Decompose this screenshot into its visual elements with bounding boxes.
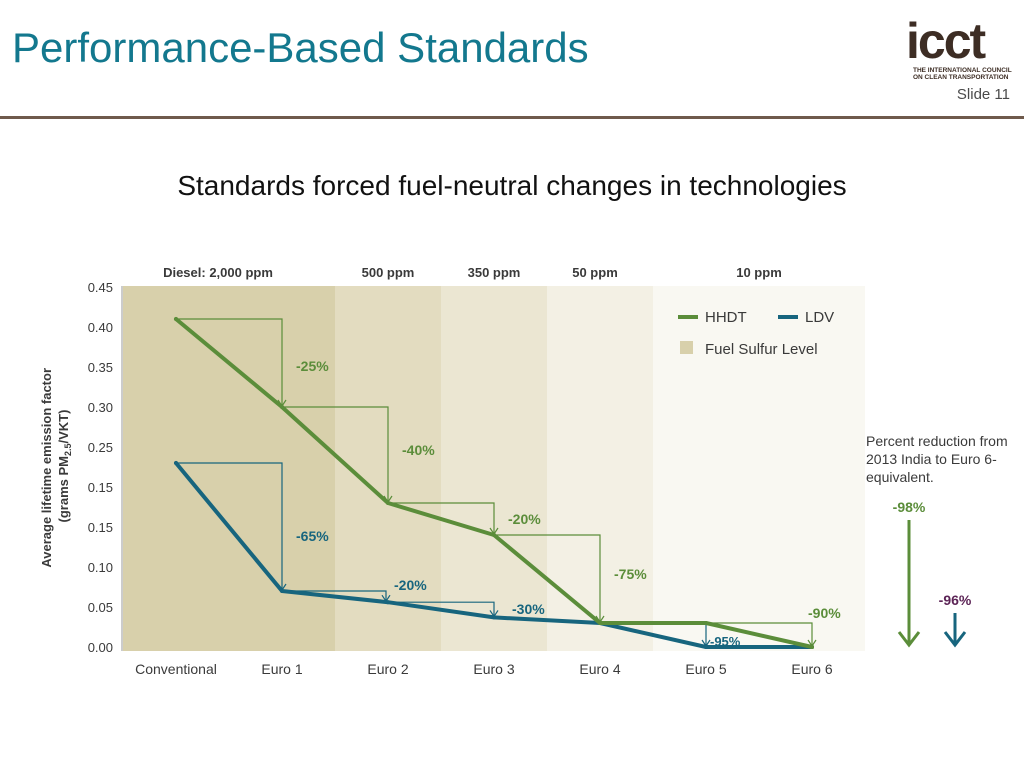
x-tick-labels: Conventional Euro 1 Euro 2 Euro 3 Euro 4 Euro… xyxy=(135,661,833,677)
reduction-note: Percent reduction from 2013 India to Eur… xyxy=(866,433,1008,485)
sulfur-bands xyxy=(123,286,865,651)
legend-ldv-label: LDV xyxy=(805,309,834,326)
x-tick-label: Euro 3 xyxy=(473,661,514,677)
ldv-bracket xyxy=(176,462,283,590)
hhdt-total-reduction-label: -98% xyxy=(893,499,926,515)
data-point-ldv xyxy=(174,461,178,465)
data-point-hhdt xyxy=(386,501,390,505)
ldv-reduction-label: -65% xyxy=(296,528,329,544)
sulfur-band-label: 500 ppm xyxy=(362,265,415,280)
y-tick-label: 0.15 xyxy=(88,480,113,495)
total-reduction-arrows: -98% -96% xyxy=(893,499,972,648)
x-tick-label: Euro 2 xyxy=(367,661,408,677)
sulfur-band-label: 10 ppm xyxy=(736,265,782,280)
sulfur-band-label: Diesel: 2,000 ppm xyxy=(163,265,273,280)
x-tick-label: Euro 1 xyxy=(261,661,302,677)
x-tick-label: Euro 5 xyxy=(685,661,726,677)
x-tick-label: Euro 6 xyxy=(791,661,832,677)
y-tick-label: 0.05 xyxy=(88,600,113,615)
ldv-total-reduction-label: -96% xyxy=(939,592,972,608)
data-point-hhdt xyxy=(704,621,708,625)
hhdt-reduction-label: -90% xyxy=(808,605,841,621)
sulfur-band xyxy=(123,286,335,651)
logo-tagline-line-1: THE INTERNATIONAL COUNCIL xyxy=(913,67,1012,74)
hhdt-bracket xyxy=(282,406,389,502)
series-lines xyxy=(174,317,814,649)
ldv-total-arrow-head xyxy=(943,631,967,648)
hhdt-bracket xyxy=(494,534,601,622)
ldv-reduction-label: -20% xyxy=(394,577,427,593)
sulfur-band-labels: Diesel: 2,000 ppm 500 ppm 350 ppm 50 ppm 10 … xyxy=(163,265,782,280)
ldv-reduction-label: -30% xyxy=(512,601,545,617)
hhdt-reduction-label: -40% xyxy=(402,442,435,458)
y-tick-labels: 0.45 0.40 0.35 0.30 0.25 0.15 0.15 0.10 0.05 0.00 xyxy=(88,280,113,655)
data-point-hhdt xyxy=(598,621,602,625)
hhdt-reduction-label: -75% xyxy=(614,566,647,582)
data-point-hhdt xyxy=(492,533,496,537)
data-point-hhdt xyxy=(174,317,178,321)
legend-sulfur-swatch xyxy=(680,341,693,354)
slide-subtitle: Standards forced fuel-neutral changes in… xyxy=(177,170,847,201)
sulfur-band xyxy=(441,286,547,651)
y-tick-label: 0.45 xyxy=(88,280,113,295)
sulfur-band-label: 350 ppm xyxy=(468,265,521,280)
hhdt-bracket xyxy=(176,318,283,406)
emission-chart: Diesel: 2,000 ppm 500 ppm 350 ppm 50 ppm 10 … xyxy=(39,265,972,677)
y-tick-label: 0.10 xyxy=(88,560,113,575)
x-tick-label: Euro 4 xyxy=(579,661,620,677)
slide-title: Performance-Based Standards xyxy=(12,24,589,71)
data-point-ldv xyxy=(386,600,390,605)
sulfur-band-label: 50 ppm xyxy=(572,265,618,280)
ldv-bracket xyxy=(388,601,495,617)
logo-wordmark: icct xyxy=(906,13,986,69)
ldv-reduction-label: -95% xyxy=(710,634,741,649)
y-axis-label: Average lifetime emission factor (grams … xyxy=(39,364,73,567)
y-tick-label: 0.35 xyxy=(88,360,113,375)
data-point-hhdt xyxy=(810,645,814,649)
hhdt-bracket xyxy=(388,502,495,534)
data-point-ldv xyxy=(704,645,708,649)
y-tick-label: 0.30 xyxy=(88,400,113,415)
y-tick-label: 0.25 xyxy=(88,440,113,455)
slide-number: Slide 11 xyxy=(956,86,1010,103)
data-point-hhdt xyxy=(280,405,284,409)
reduction-labels: -25% -40% -20% -75% -90% -65% -20% -30% -95% xyxy=(296,358,841,649)
y-tick-label: 0.15 xyxy=(88,520,113,535)
legend-sulfur-label: Fuel Sulfur Level xyxy=(705,341,818,358)
y-tick-label: 0.40 xyxy=(88,320,113,335)
legend: HHDT LDV Fuel Sulfur Level xyxy=(678,309,834,358)
data-point-ldv xyxy=(280,589,284,593)
data-point-ldv xyxy=(492,615,496,620)
legend-hhdt-label: HHDT xyxy=(705,309,747,326)
title-divider xyxy=(0,116,1024,119)
logo-tagline-line-2: ON CLEAN TRANSPORTATION xyxy=(913,74,1009,81)
ldv-bracket xyxy=(282,590,387,602)
x-tick-label: Conventional xyxy=(135,661,217,677)
hhdt-bracket xyxy=(706,622,813,646)
icct-logo: icct THE INTERNATIONAL COUNCIL ON CLEAN … xyxy=(906,12,1014,81)
hhdt-total-arrow-head xyxy=(897,631,921,648)
hhdt-reduction-label: -20% xyxy=(508,511,541,527)
hhdt-reduction-label: -25% xyxy=(296,358,329,374)
y-tick-label: 0.00 xyxy=(88,640,113,655)
